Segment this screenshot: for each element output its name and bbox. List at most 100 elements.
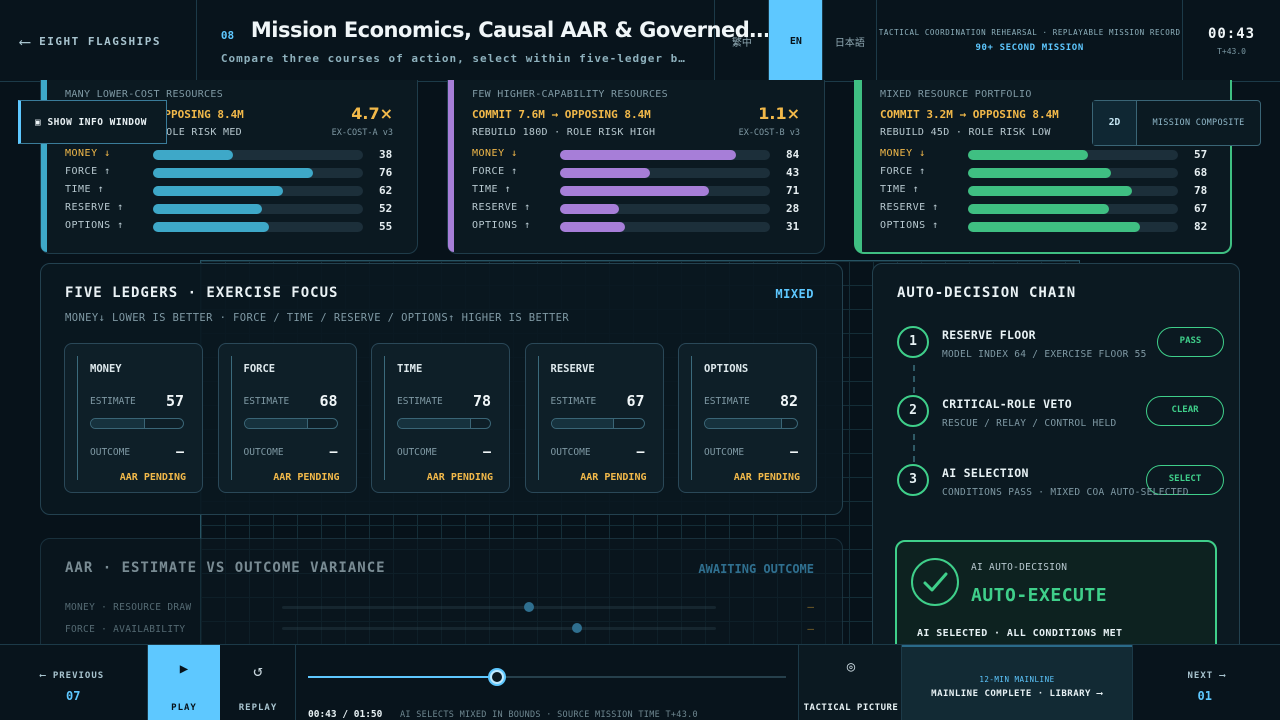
- ledger-label: OPTIONS ↑: [880, 220, 939, 231]
- timeline-handle[interactable]: [489, 670, 504, 684]
- chain-connector: [913, 434, 915, 462]
- ledger-card-options[interactable]: OPTIONS ESTIMATE 82 OUTCOME — AAR PENDING: [678, 343, 817, 493]
- ledger-value: 62: [379, 184, 393, 197]
- ledger-value: 76: [379, 166, 393, 179]
- ledger-label: OPTIONS ↑: [65, 220, 124, 231]
- ledger-bar-track: [560, 168, 770, 178]
- aar-pending-status: AAR PENDING: [733, 472, 800, 483]
- ledger-label: RESERVE ↑: [472, 202, 531, 213]
- coa-exercise-id: EX-COST-B v3: [738, 128, 800, 138]
- panel-subtitle: MONEY↓ LOWER IS BETTER · FORCE / TIME / …: [65, 312, 570, 324]
- timeline-track[interactable]: [308, 670, 786, 684]
- coa-card-b[interactable]: FEW HIGHER-CAPABILITY RESOURCES COMMIT 7.…: [447, 80, 825, 254]
- estimate-fill: [551, 419, 615, 428]
- step-title: RESERVE FLOOR: [942, 328, 1036, 342]
- ledger-bar-fill: [153, 222, 269, 232]
- next-number: 01: [1197, 689, 1212, 703]
- estimate-value: 68: [319, 392, 338, 410]
- coa-ledger-row: MONEY ↓ 84: [472, 148, 799, 162]
- step-title: CRITICAL-ROLE VETO: [942, 397, 1073, 411]
- outcome-label: OUTCOME: [90, 447, 131, 458]
- panel-title: FIVE LEDGERS · EXERCISE FOCUS: [65, 285, 339, 301]
- timeline-scrubber[interactable]: 00:43 / 01:50 AI SELECTS MIXED IN BOUNDS…: [296, 645, 798, 720]
- outcome-value: —: [790, 445, 798, 460]
- ledger-card-force[interactable]: FORCE ESTIMATE 68 OUTCOME — AAR PENDING: [217, 343, 357, 493]
- episode-number: 08: [220, 29, 235, 42]
- estimate-label: ESTIMATE: [397, 396, 443, 407]
- ledger-name: RESERVE: [550, 363, 595, 375]
- coa-ledger-row: OPTIONS ↑ 31: [472, 220, 799, 234]
- lang-zh-button[interactable]: 繁中: [715, 0, 770, 82]
- chain-connector: [913, 365, 915, 393]
- next-button[interactable]: NEXT ⟶ 01: [1132, 645, 1280, 720]
- auto-decision-note: AI SELECTED · ALL CONDITIONS MET: [917, 628, 1123, 639]
- outcome-value: —: [636, 445, 645, 460]
- aar-row-track: [282, 627, 716, 630]
- ledger-value: 68: [1194, 166, 1208, 179]
- estimate-label: ESTIMATE: [704, 396, 750, 407]
- ledger-value: 78: [1194, 184, 1208, 197]
- outcome-value: —: [176, 445, 184, 460]
- lang-en-button[interactable]: EN: [769, 0, 824, 82]
- estimate-track: [397, 418, 491, 429]
- focus-tag: MIXED: [775, 287, 814, 301]
- back-button[interactable]: ⟵ EIGHT FLAGSHIPS: [0, 0, 197, 82]
- play-button[interactable]: ▶ PLAY: [148, 645, 220, 720]
- estimate-track: [90, 418, 184, 429]
- ledger-bar-track: [968, 150, 1178, 160]
- ledger-label: RESERVE ↑: [880, 202, 939, 213]
- ledger-card-reserve[interactable]: RESERVE ESTIMATE 67 OUTCOME — AAR PENDING: [524, 343, 664, 493]
- chain-step: 1 RESERVE FLOOR MODEL INDEX 64 / EXERCIS…: [897, 326, 1224, 376]
- coa-color-stripe: [856, 80, 862, 252]
- ledger-value: 82: [1194, 220, 1208, 233]
- playback-status: AI SELECTS MIXED IN BOUNDS · SOURCE MISS…: [400, 710, 698, 720]
- ledger-label: TIME ↑: [472, 184, 512, 195]
- estimate-track: [243, 418, 338, 429]
- lang-ja-button[interactable]: 日本語: [823, 0, 878, 82]
- show-info-window-button[interactable]: ▣ SHOW INFO WINDOW: [18, 100, 167, 144]
- ledger-bar-track: [153, 168, 363, 178]
- ledger-card-money[interactable]: MONEY ESTIMATE 57 OUTCOME — AAR PENDING: [64, 343, 203, 493]
- previous-number: 07: [66, 689, 81, 703]
- outcome-label: OUTCOME: [397, 447, 438, 458]
- step-detail: MODEL INDEX 64 / EXERCISE FLOOR 55: [942, 349, 1147, 360]
- coa-ledger-row: MONEY ↓ 38: [65, 148, 392, 162]
- aar-pending-status: AAR PENDING: [580, 472, 647, 483]
- ledger-card-accent: [537, 356, 539, 480]
- ledger-card-accent: [384, 356, 385, 480]
- ledger-bar-track: [153, 222, 363, 232]
- previous-button[interactable]: ⟵ PREVIOUS 07: [0, 645, 148, 720]
- ledger-label: FORCE ↑: [65, 166, 111, 177]
- ledger-bar-track: [560, 204, 770, 214]
- coa-exercise-id: EX-COST-A v3: [331, 128, 393, 138]
- ledger-bar-fill: [560, 168, 651, 178]
- clock-time: 00:43: [1207, 26, 1256, 42]
- ledger-value: 55: [379, 220, 393, 233]
- view-2d-button[interactable]: 2D: [1093, 101, 1137, 145]
- ledger-bar-fill: [560, 222, 626, 232]
- step-number: 2: [897, 395, 929, 427]
- clear-badge[interactable]: CLEAR: [1146, 396, 1224, 426]
- aar-row-value: —: [807, 600, 814, 613]
- replay-button[interactable]: ↺ REPLAY: [220, 645, 296, 720]
- coa-ledger-row: OPTIONS ↑ 82: [880, 220, 1207, 234]
- tactical-picture-button[interactable]: ◎ TACTICAL PICTURE: [798, 645, 902, 720]
- play-icon: ▶: [179, 661, 189, 677]
- ledger-bar-track: [968, 186, 1178, 196]
- ledger-label: OPTIONS ↑: [472, 220, 531, 231]
- pass-badge[interactable]: PASS: [1157, 327, 1224, 357]
- ledger-card-time[interactable]: TIME ESTIMATE 78 OUTCOME — AAR PENDING: [371, 343, 510, 493]
- coa-category: MIXED RESOURCE PORTFOLIO: [880, 89, 1032, 100]
- coa-ledger-row: FORCE ↑ 68: [880, 166, 1207, 180]
- target-icon: ◎: [846, 659, 856, 675]
- coa-ledger-row: FORCE ↑ 43: [472, 166, 799, 180]
- aar-pending-status: AAR PENDING: [426, 472, 493, 483]
- aar-status: AWAITING OUTCOME: [698, 562, 814, 576]
- mainline-library-button[interactable]: 12-MIN MAINLINE MAINLINE COMPLETE · LIBR…: [902, 645, 1132, 720]
- page-title: Mission Economics, Causal AAR & Governed…: [250, 18, 770, 42]
- step-detail: CONDITIONS PASS · MIXED COA AUTO-SELECTE…: [942, 487, 1189, 498]
- step-number: 3: [897, 464, 929, 496]
- select-badge[interactable]: SELECT: [1146, 465, 1224, 495]
- ledger-bar-fill: [968, 168, 1111, 178]
- view-composite-button[interactable]: MISSION COMPOSITE: [1152, 118, 1245, 128]
